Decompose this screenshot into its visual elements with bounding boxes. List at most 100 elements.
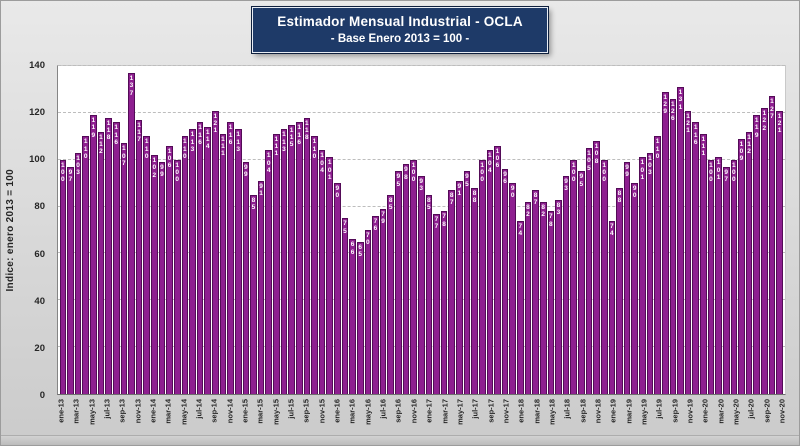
x-tick-label: nov-14 — [225, 399, 234, 423]
gridline — [58, 65, 785, 66]
x-tick-label-text: mar-14 — [163, 399, 173, 424]
x-tick-label: sep-13 — [118, 399, 127, 423]
x-tick-label-text: nov-15 — [317, 399, 327, 424]
x-tick-label: sep-20 — [762, 399, 771, 423]
x-tick-label-text: sep-16 — [393, 399, 403, 423]
x-tick-label: may-15 — [271, 399, 280, 425]
x-tick-label: nov-17 — [501, 399, 510, 423]
y-tick-label: 60 — [34, 248, 45, 260]
x-tick-label: jul-19 — [655, 399, 664, 419]
x-tick-label: ene-17 — [425, 399, 434, 423]
x-tick-label-text: mar-15 — [255, 399, 265, 424]
x-tick-label-text: jul-16 — [378, 399, 388, 419]
gridline — [58, 111, 785, 113]
x-tick-label: mar-15 — [256, 399, 265, 424]
x-tick-label-text: sep-15 — [301, 399, 311, 423]
x-tick-label-text: mar-13 — [71, 399, 81, 424]
x-tick-label: jul-15 — [287, 399, 296, 419]
x-tick-label-text: sep-19 — [670, 399, 680, 423]
x-tick-label-text: jul-13 — [102, 399, 112, 419]
chart-subtitle: - Base Enero 2013 = 100 - — [330, 32, 470, 45]
x-tick-label: jul-13 — [102, 399, 111, 419]
gridline — [58, 158, 785, 160]
x-tick-label: nov-13 — [133, 399, 142, 423]
x-tick-label-text: jul-19 — [654, 399, 664, 419]
x-tick-label-text: mar-18 — [532, 399, 542, 424]
x-tick-label-text: may-14 — [179, 399, 189, 425]
x-tick-label-text: nov-14 — [225, 399, 235, 424]
x-tick-label-text: may-17 — [455, 399, 465, 425]
x-tick-label: jul-14 — [194, 399, 203, 419]
x-tick-label-text: ene-19 — [608, 399, 618, 423]
x-tick-label: mar-19 — [624, 399, 633, 424]
x-tick-label-text: nov-18 — [593, 399, 603, 424]
x-tick-label: ene-16 — [333, 399, 342, 423]
x-tick-label: sep-17 — [486, 399, 495, 423]
bottom-strip — [1, 435, 799, 445]
